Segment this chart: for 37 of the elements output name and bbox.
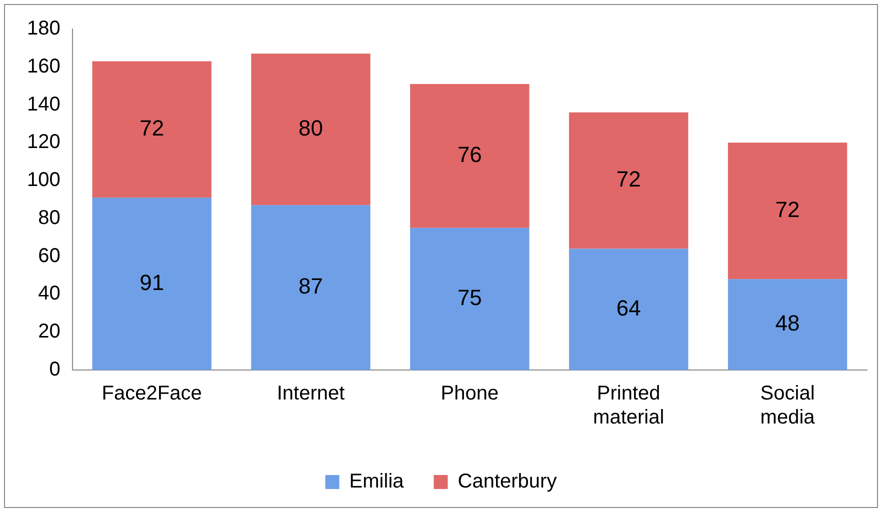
data-label: 72 bbox=[616, 166, 641, 192]
legend-label: Canterbury bbox=[458, 470, 557, 493]
data-label: 91 bbox=[140, 270, 164, 295]
bar bbox=[410, 84, 530, 228]
data-label: 87 bbox=[298, 274, 323, 299]
data-label: 64 bbox=[616, 295, 641, 320]
data-label: 76 bbox=[457, 142, 482, 167]
data-label: 80 bbox=[298, 115, 323, 140]
y-tick-label: 0 bbox=[49, 358, 60, 381]
bar bbox=[92, 198, 212, 370]
bar bbox=[569, 112, 688, 249]
data-label: 75 bbox=[457, 285, 482, 310]
y-tick-label: 20 bbox=[38, 320, 60, 343]
y-tick-label: 120 bbox=[26, 131, 60, 154]
data-label: 72 bbox=[775, 196, 800, 222]
y-tick-label: 160 bbox=[26, 55, 60, 78]
x-tick-label: Social media bbox=[760, 382, 816, 429]
y-tick-label: 180 bbox=[26, 18, 60, 40]
bar bbox=[251, 54, 370, 206]
x-tick-label: Internet bbox=[276, 382, 346, 405]
legend-label: Emilia bbox=[349, 470, 405, 493]
y-tick-label: 40 bbox=[38, 282, 60, 305]
data-label: 72 bbox=[140, 115, 164, 140]
x-tick-label: Printed material bbox=[593, 382, 664, 429]
bar bbox=[728, 279, 848, 370]
y-tick-label: 80 bbox=[38, 206, 60, 229]
y-tick-label: 100 bbox=[26, 169, 60, 192]
bar bbox=[410, 228, 530, 370]
x-tick-label: Face2Face bbox=[102, 382, 202, 405]
x-tick-label: Phone bbox=[440, 382, 499, 405]
data-label: 48 bbox=[775, 310, 800, 336]
y-tick-label: 140 bbox=[26, 93, 60, 116]
bar bbox=[728, 142, 848, 280]
bar bbox=[92, 61, 212, 198]
y-tick-label: 60 bbox=[38, 244, 60, 267]
bar bbox=[251, 205, 370, 370]
bar bbox=[569, 248, 688, 370]
